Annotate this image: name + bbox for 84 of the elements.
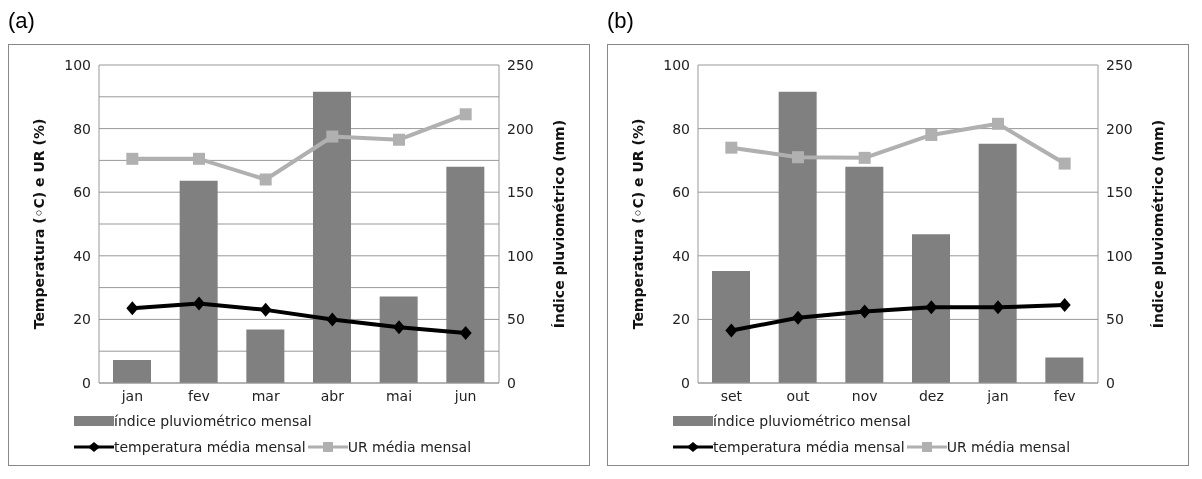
y2-tick-label: 100 — [507, 247, 534, 264]
point — [925, 128, 938, 141]
point — [126, 301, 139, 316]
bar — [246, 329, 285, 383]
y2-tick-label: 0 — [1106, 374, 1115, 391]
y2-tick-label: 50 — [1106, 311, 1124, 328]
legend-label: UR média mensal — [945, 439, 1071, 455]
point — [792, 151, 804, 164]
point — [193, 296, 205, 311]
bar — [113, 360, 151, 383]
point — [992, 300, 1004, 315]
bar — [778, 91, 817, 383]
point — [393, 320, 405, 335]
y2-tick-label: 150 — [1106, 184, 1133, 201]
point — [858, 304, 871, 319]
point — [1058, 157, 1071, 170]
y-tick-label: 60 — [73, 184, 91, 201]
y2-tick-label: 250 — [507, 56, 534, 73]
chart-title: (b) — [607, 8, 635, 35]
x-tick-label: mar — [251, 387, 280, 404]
point — [326, 312, 339, 327]
x-tick-label: fev — [1053, 387, 1076, 404]
y2-tick-label: 200 — [1106, 120, 1133, 137]
x-tick-label: abr — [320, 387, 345, 404]
chart-title: (a) — [8, 8, 36, 35]
y2-tick-label: 0 — [507, 374, 516, 391]
x-tick-label: dez — [918, 387, 944, 404]
point — [992, 117, 1004, 130]
y2-tick-label: 100 — [1106, 247, 1133, 264]
y2-tick-label: 250 — [1106, 56, 1133, 73]
point — [792, 310, 804, 325]
point — [259, 173, 272, 186]
x-tick-label: jan — [986, 387, 1009, 404]
legend-label: índice pluviométrico mensal — [712, 413, 911, 429]
point — [393, 133, 405, 146]
bar — [379, 296, 418, 383]
legend-label: UR média mensal — [346, 439, 472, 455]
bar — [978, 143, 1017, 383]
legend-label: índice pluviométrico mensal — [113, 413, 312, 429]
point — [858, 151, 871, 164]
y-axis-title: Temperatura (◦C) e UR (%) — [629, 118, 646, 330]
point — [259, 302, 272, 317]
bar — [446, 166, 485, 383]
bar — [712, 271, 750, 383]
point — [326, 130, 339, 143]
point — [725, 141, 738, 154]
x-tick-label: jun — [453, 387, 477, 404]
y-tick-label: 60 — [672, 184, 690, 201]
bar — [313, 91, 351, 383]
x-tick-label: out — [786, 387, 810, 404]
point — [193, 152, 205, 165]
y-tick-label: 0 — [681, 374, 690, 391]
point — [459, 326, 472, 341]
bar — [179, 180, 218, 383]
y-tick-label: 80 — [73, 120, 91, 137]
y-tick-label: 100 — [663, 56, 690, 73]
point — [459, 108, 472, 121]
x-tick-label: set — [720, 387, 743, 404]
y-tick-label: 40 — [73, 247, 91, 264]
point — [1058, 298, 1071, 313]
bar — [912, 234, 950, 383]
point — [126, 152, 139, 165]
y-tick-label: 100 — [64, 56, 91, 73]
y-tick-label: 20 — [73, 311, 91, 328]
y2-axis-title: Índice pluviométrico (mm) — [550, 119, 567, 329]
legend-label: temperatura média mensal — [712, 439, 905, 455]
legend-label: temperatura média mensal — [113, 439, 306, 455]
bar — [1045, 357, 1084, 383]
y2-tick-label: 200 — [507, 120, 534, 137]
x-tick-label: mai — [385, 387, 413, 404]
y2-tick-label: 150 — [507, 184, 534, 201]
bar — [845, 166, 884, 383]
y2-tick-label: 50 — [507, 311, 525, 328]
y-tick-label: 20 — [672, 311, 690, 328]
x-tick-label: fev — [188, 387, 210, 404]
x-tick-label: nov — [851, 387, 878, 404]
point — [925, 300, 938, 315]
x-tick-label: jan — [120, 387, 144, 404]
y2-axis-title: Índice pluviométrico (mm) — [1149, 119, 1166, 329]
y-tick-label: 0 — [82, 374, 91, 391]
y-tick-label: 40 — [672, 247, 690, 264]
point — [725, 323, 738, 338]
y-tick-label: 80 — [672, 120, 690, 137]
y-axis-title: Temperatura (◦C) e UR (%) — [30, 118, 47, 330]
